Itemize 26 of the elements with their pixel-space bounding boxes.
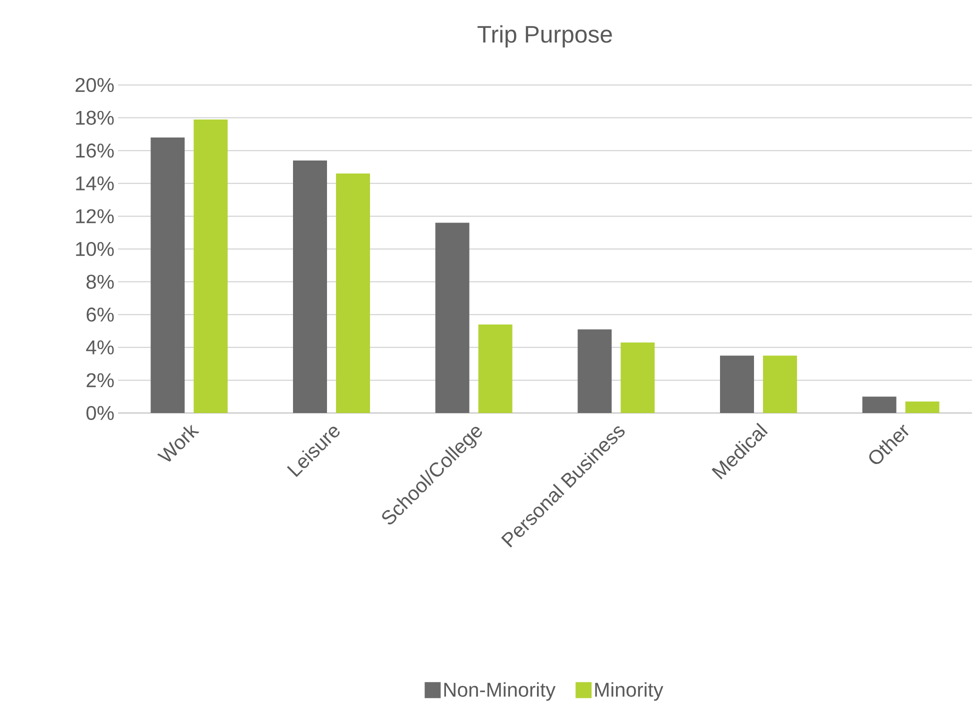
y-tick-label: 0% bbox=[86, 406, 114, 420]
bar bbox=[578, 329, 612, 413]
bar bbox=[293, 160, 328, 413]
bar bbox=[478, 324, 512, 413]
legend-label: Minority bbox=[595, 682, 664, 701]
y-tick-label: 12% bbox=[76, 209, 114, 224]
y-tick-label: 10% bbox=[76, 242, 114, 256]
legend-label: Non-Minority bbox=[444, 682, 556, 701]
bar bbox=[150, 137, 185, 413]
bar bbox=[862, 396, 896, 413]
bar bbox=[620, 342, 655, 413]
y-tick-label: 6% bbox=[86, 308, 114, 322]
y-tick-label: 14% bbox=[76, 176, 114, 190]
bar bbox=[435, 222, 470, 413]
y-tick-label: 20% bbox=[76, 78, 114, 92]
y-tick-label: 4% bbox=[86, 340, 114, 354]
bar bbox=[720, 356, 754, 413]
bar bbox=[905, 402, 940, 413]
y-tick-label: 2% bbox=[86, 373, 114, 388]
bar bbox=[763, 356, 798, 413]
bar bbox=[336, 174, 370, 413]
chart-title: Trip Purpose bbox=[478, 25, 612, 48]
y-tick-label: 16% bbox=[76, 144, 114, 158]
bar bbox=[194, 119, 228, 413]
y-tick-label: 8% bbox=[86, 274, 114, 289]
y-tick-label: 18% bbox=[76, 110, 114, 125]
